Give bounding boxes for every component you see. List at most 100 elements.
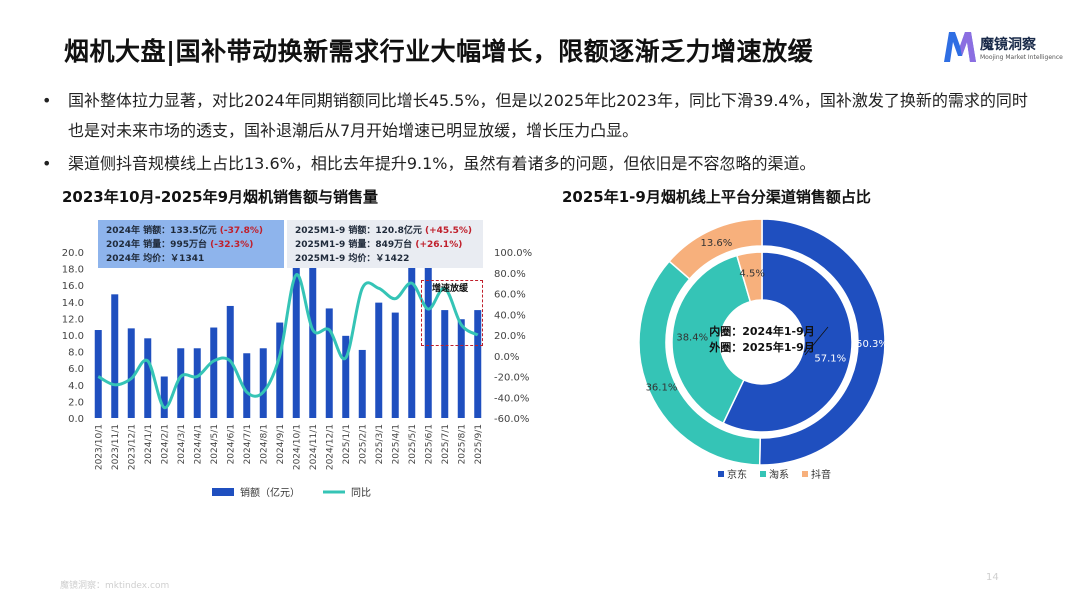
sales-bar <box>144 338 152 418</box>
info-2025-volume: 2025M1-9 销量：849万台 <box>295 240 413 250</box>
info-2025-sales: 2025M1-9 销额：120.8亿元 <box>295 226 422 236</box>
legend-line-label: 同比 <box>351 487 371 499</box>
x-tick-label: 2024/5/1 <box>210 424 220 464</box>
info-box-2025: 2025M1-9 销额：120.8亿元 (+45.5%) 2025M1-9 销量… <box>287 220 483 268</box>
donut-center-line1: 内圈：2024年1-9月 <box>709 324 815 338</box>
footer-source: 魔镜洞察：mktindex.com <box>60 581 170 591</box>
sales-bar <box>408 266 416 418</box>
donut-legend-label: 京东 <box>727 468 747 481</box>
sales-bar <box>474 310 482 418</box>
y2-tick-label: -60.0% <box>494 414 529 425</box>
info-2024-sales: 2024年 销额：133.5亿元 <box>106 226 217 236</box>
sales-bar <box>177 348 185 418</box>
y-tick-label: 16.0 <box>62 281 84 292</box>
x-tick-label: 2024/9/1 <box>276 424 286 464</box>
x-tick-label: 2025/9/1 <box>474 424 484 464</box>
x-tick-label: 2023/12/1 <box>127 424 137 470</box>
summary-bullets: 国补整体拉力显著，对比2024年同期销额同比增长45.5%，但是以2025年比2… <box>38 86 1038 182</box>
bullet-item: 国补整体拉力显著，对比2024年同期销额同比增长45.5%，但是以2025年比2… <box>38 86 1038 146</box>
info-box-2024: 2024年 销额：133.5亿元 (-37.8%) 2024年 销量：995万台… <box>98 220 284 268</box>
y2-tick-label: 40.0% <box>494 310 526 321</box>
sales-bar <box>127 328 135 418</box>
donut-legend-swatch <box>718 471 724 477</box>
logo-name: 魔镜洞察 <box>980 37 1036 53</box>
legend-bar-label: 销额（亿元） <box>240 486 300 499</box>
x-tick-label: 2024/3/1 <box>177 424 187 464</box>
info-2024-sales-change: (-37.8%) <box>219 226 263 236</box>
x-tick-label: 2025/4/1 <box>391 424 401 464</box>
slowdown-annotation-box: 增速放缓 <box>421 280 483 346</box>
x-tick-label: 2024/8/1 <box>259 424 269 464</box>
y-tick-label: 10.0 <box>62 331 84 342</box>
brand-logo: 魔镜洞察 Moojing Market Intelligence <box>944 30 1063 70</box>
legend-bar-swatch <box>212 488 234 496</box>
donut-legend-swatch <box>760 471 766 477</box>
inner-ring-slice <box>671 254 752 425</box>
y-tick-label: 2.0 <box>68 397 84 408</box>
sales-bar <box>292 266 300 418</box>
bullet-item: 渠道侧抖音规模线上占比13.6%，相比去年提升9.1%，虽然有着诸多的问题，但依… <box>38 149 1038 179</box>
page-number: 14 <box>986 572 999 583</box>
sales-bar <box>342 335 350 418</box>
channel-donut-chart: 50.3% 36.1% 13.6% 57.1% 38.4% 4.5% 内圈：2024年1-… <box>638 218 888 481</box>
inner-ring-label: 57.1% <box>814 353 846 364</box>
info-2024-volume-change: (-32.3%) <box>210 240 254 250</box>
x-tick-label: 2023/10/1 <box>94 424 104 470</box>
sales-bar <box>94 330 102 418</box>
y2-tick-label: 100.0% <box>494 248 532 259</box>
info-2024-price: 2024年 均价：￥1341 <box>106 254 205 264</box>
y-tick-label: 6.0 <box>68 364 84 375</box>
sales-chart-title: 2023年10月-2025年9月烟机销售额与销售量 <box>62 188 379 206</box>
donut-leader-line <box>804 326 829 356</box>
sales-combo-chart: 0.0 2.0 4.0 6.0 8.0 10.0 12.0 14.0 16.0 18.0 20.0 -… <box>62 248 532 499</box>
page-title: 烟机大盘|国补带动换新需求行业大幅增长，限额逐渐乏力增速放缓 <box>64 37 814 66</box>
x-tick-label: 2024/7/1 <box>243 424 253 464</box>
y2-tick-label: -20.0% <box>494 373 529 384</box>
donut-legend-swatch <box>802 471 808 477</box>
x-tick-label: 2025/1/1 <box>342 424 352 464</box>
y-tick-label: 8.0 <box>68 348 84 359</box>
sales-bar <box>391 312 399 418</box>
sales-bar <box>193 348 201 418</box>
sales-bar <box>457 319 465 418</box>
y2-tick-label: 20.0% <box>494 331 526 342</box>
inner-ring-slice <box>735 251 763 303</box>
sales-bar <box>259 348 267 418</box>
info-2025-volume-change: (+26.1%) <box>415 240 463 250</box>
outer-ring-label: 36.1% <box>646 383 678 394</box>
sales-bar <box>309 266 317 418</box>
y2-tick-label: -40.0% <box>494 393 529 404</box>
sales-bar <box>424 266 432 418</box>
sales-bar <box>325 308 333 418</box>
x-tick-label: 2025/5/1 <box>408 424 418 464</box>
sales-bar <box>243 353 251 418</box>
sales-bar <box>210 327 218 418</box>
donut-legend-label: 抖音 <box>811 468 831 481</box>
x-tick-label: 2024/1/1 <box>144 424 154 464</box>
inner-ring-label: 38.4% <box>676 332 708 343</box>
donut-center-line2: 外圈：2025年1-9月 <box>708 340 815 354</box>
sales-bar <box>111 294 119 418</box>
x-tick-label: 2024/4/1 <box>193 424 203 464</box>
yoy-line <box>97 273 479 410</box>
outer-ring-label: 50.3% <box>856 339 888 350</box>
y-tick-label: 12.0 <box>62 314 84 325</box>
sales-bar <box>441 310 449 418</box>
outer-ring-slice <box>668 218 763 281</box>
x-tick-label: 2025/8/1 <box>457 424 467 464</box>
info-2024-volume: 2024年 销量：995万台 <box>106 240 207 250</box>
sales-bar <box>160 376 168 418</box>
y-tick-label: 14.0 <box>62 298 84 309</box>
sales-bar <box>375 302 383 418</box>
channel-chart-title: 2025年1-9月烟机线上平台分渠道销售额占比 <box>562 188 871 206</box>
y-tick-label: 20.0 <box>62 248 84 259</box>
slowdown-annotation-label: 增速放缓 <box>432 284 469 294</box>
sales-bar <box>358 349 366 418</box>
logo-subtitle: Moojing Market Intelligence <box>980 54 1063 61</box>
x-tick-label: 2025/6/1 <box>424 424 434 464</box>
x-tick-label: 2024/2/1 <box>160 424 170 464</box>
y2-tick-label: 0.0% <box>494 352 519 363</box>
y2-tick-label: 60.0% <box>494 290 526 301</box>
inner-ring-slice <box>722 251 853 433</box>
x-tick-label: 2023/11/1 <box>111 424 121 470</box>
